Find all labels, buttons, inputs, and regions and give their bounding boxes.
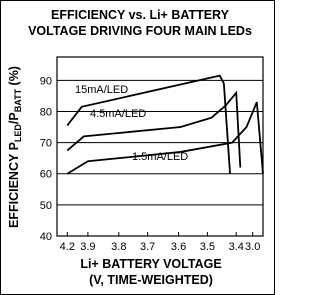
y-tick-label: 40 — [40, 231, 52, 243]
y-label-part: (%) — [7, 66, 21, 89]
chart-title: EFFICIENCY vs. Li+ BATTERY — [51, 8, 230, 22]
x-axis-label: Li+ BATTERY VOLTAGE — [80, 257, 221, 271]
series-line — [66, 90, 242, 168]
plot-area — [56, 56, 264, 237]
y-tick-label: 60 — [40, 169, 52, 181]
y-tick-label: 70 — [40, 138, 52, 150]
y-label-part: EFFICIENCY P — [7, 142, 21, 228]
series-line — [66, 101, 264, 175]
y-axis-label: EFFICIENCY PLED/PBATT (%) — [7, 66, 23, 228]
y-label-part: LED — [13, 124, 23, 143]
chart-title: VOLTAGE DRIVING FOUR MAIN LEDs — [28, 24, 252, 38]
chart: EFFICIENCY vs. Li+ BATTERY VOLTAGE DRIVI… — [0, 0, 275, 295]
series-line — [66, 74, 231, 174]
y-tick-label: 50 — [40, 200, 52, 212]
x-tick-label: 3.0 — [245, 241, 260, 253]
series-label: 15mA/LED — [75, 84, 128, 96]
y-label-part: /P — [7, 112, 21, 124]
y-tick-label: 90 — [40, 75, 52, 87]
x-tick-label: 3.8 — [111, 241, 126, 253]
y-label-part: BATT — [13, 88, 23, 112]
x-tick-label: 4.2 — [60, 241, 75, 253]
x-tick-label: 3.6 — [171, 241, 186, 253]
x-tick-label: 3.7 — [140, 241, 155, 253]
series-label: 4.5mA/LED — [90, 108, 146, 120]
x-tick-label: 3.5 — [200, 241, 215, 253]
series-label: 1.5mA/LED — [132, 151, 188, 163]
x-axis-label: (V, TIME-WEIGHTED) — [89, 273, 213, 287]
y-tick-label: 80 — [40, 106, 52, 118]
x-tick-label: 3.9 — [80, 241, 95, 253]
x-tick-label: 3.4 — [229, 241, 244, 253]
